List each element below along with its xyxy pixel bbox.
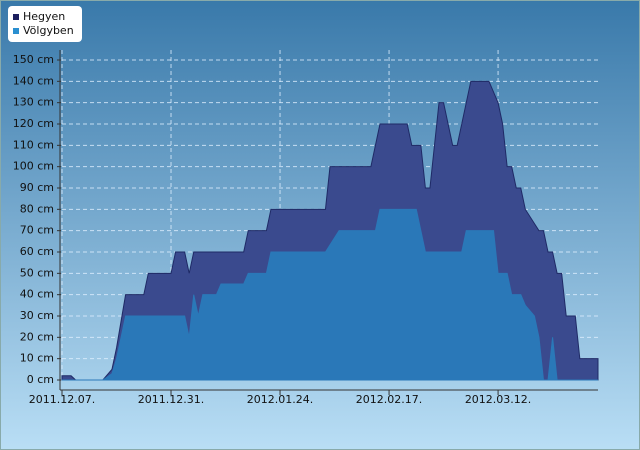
y-tick-label: 60 cm (20, 245, 54, 258)
x-tick-label: 2011.12.07. (29, 393, 95, 406)
area (62, 208, 598, 381)
y-tick-label: 10 cm (20, 352, 54, 365)
y-tick-label: 90 cm (20, 181, 54, 194)
y-tick-label: 40 cm (20, 288, 54, 301)
legend-swatch (13, 28, 19, 34)
y-tick-label: 30 cm (20, 309, 54, 322)
legend-label: Hegyen (23, 10, 65, 23)
x-tick-label: 2012.01.24. (247, 393, 313, 406)
y-tick-label: 130 cm (13, 96, 54, 109)
legend-label: Völgyben (23, 24, 74, 37)
legend-swatch (13, 14, 19, 20)
x-tick-label: 2011.12.31. (138, 393, 204, 406)
y-tick-label: 50 cm (20, 266, 54, 279)
y-tick-label: 100 cm (13, 160, 54, 173)
y-tick-label: 110 cm (13, 138, 54, 151)
y-tick-label: 150 cm (13, 53, 54, 66)
y-tick-label: 140 cm (13, 74, 54, 87)
x-tick-label: 2012.03.12. (465, 393, 531, 406)
y-tick-label: 70 cm (20, 224, 54, 237)
y-tick-label: 120 cm (13, 117, 54, 130)
y-tick-label: 0 cm (27, 373, 54, 386)
y-tick-label: 80 cm (20, 202, 54, 215)
plot: 0 cm 10 cm 20 cm 30 cm 40 cm 50 cm 60 cm 70 cm 8… (13, 50, 599, 406)
legend-box (8, 6, 82, 42)
x-tick-label: 2012.02.17. (356, 393, 422, 406)
y-tick-label: 20 cm (20, 330, 54, 343)
